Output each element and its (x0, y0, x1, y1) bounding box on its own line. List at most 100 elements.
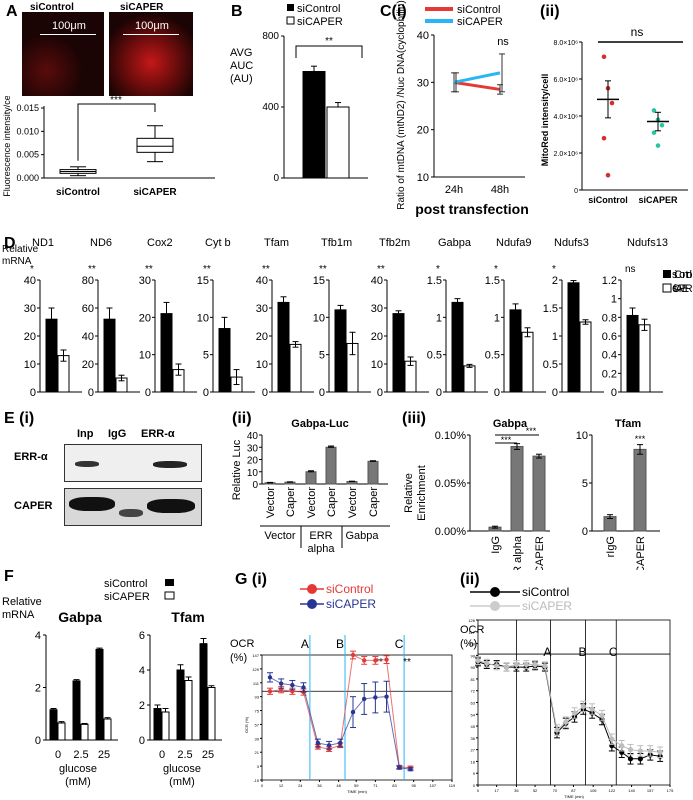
group-label: Gabpa (345, 530, 379, 542)
legend-label-sicaper: siCAPER (672, 283, 693, 295)
y-axis-label: Relative (2, 244, 39, 255)
data-point (659, 122, 665, 128)
y-tick-label: 5 (203, 350, 209, 362)
gene-title: Cyt b (205, 237, 231, 249)
inner-x-label: TIME (min) (347, 789, 367, 794)
y-tick-label: 0.10% (435, 430, 466, 442)
y-tick-label: 20 (139, 312, 151, 324)
y-tick-label: 1 (494, 312, 500, 324)
data-point-siCAPER (290, 682, 295, 688)
x-tick-label: 36 (317, 783, 322, 788)
y-axis-label: Relative Luc (231, 439, 243, 500)
y-tick-label: 10 (24, 359, 36, 371)
data-point-siCAPER (599, 712, 605, 719)
data-point-siCAPER (647, 748, 653, 754)
x-tick-label: 87 (571, 788, 576, 793)
y-tick-label: 0 (377, 387, 383, 399)
y-tick-label: 21 (255, 750, 260, 755)
data-point (609, 100, 615, 106)
panel-eiii-bar-charts: Gabpa 0.00% 0.05% 0.10% Relative Enrichment Ig… (403, 418, 660, 570)
legend-label-sicontrol: siControl (457, 4, 500, 16)
y-tick-label: 93 (255, 695, 260, 700)
series-line-siCAPER (477, 660, 661, 753)
panel-label-gi: G (i) (235, 571, 267, 588)
y-tick-label: 0 (145, 387, 151, 399)
data-point-siCAPER (542, 663, 548, 669)
gene-title: Tfb1m (321, 237, 352, 249)
y-axis-label: mRNA (2, 256, 32, 267)
micrograph-sicontrol (22, 12, 104, 96)
injection-label: C (395, 637, 404, 651)
y-tick-label: 0.05% (435, 478, 466, 490)
data-point-siCAPER (278, 681, 284, 686)
y-tick-label: 0 (494, 387, 500, 399)
y-tick-label: -15 (253, 778, 260, 783)
sig-label: ** (319, 264, 327, 275)
x-tick-label: 48 (336, 783, 341, 788)
y-tick-label: 1.5 (485, 275, 500, 287)
bar-sicaper (638, 324, 651, 393)
y-axis-label: Relative (2, 596, 42, 608)
y-tick-label: 81 (471, 677, 476, 682)
x-tick-label: 83 (392, 783, 397, 788)
y-axis-label: Fluorescence intensity/cell (2, 96, 12, 197)
data-point (605, 172, 611, 178)
bar-sicontrol (509, 309, 522, 393)
bar-sicontrol (626, 314, 639, 393)
scale-label-1: 100μm (52, 20, 86, 32)
y-tick-label: 2 (35, 683, 41, 695)
bar-sicaper (579, 321, 592, 393)
y-tick-label: 30 (247, 443, 259, 454)
data-point-siCAPER (657, 749, 663, 755)
data-point-siCAPER (267, 675, 273, 680)
data-point-siControl (373, 658, 378, 663)
y-tick-label: 20 (82, 359, 94, 371)
y-tick-label: 10 (371, 359, 383, 371)
bar-sicontrol (334, 309, 347, 393)
x-tick-label: 48h (491, 184, 509, 196)
y-tick-label: 40 (24, 275, 36, 287)
y-axis-label: MitoRed intensity/cell (540, 74, 550, 167)
bar-sicaper (57, 722, 66, 741)
y-tick-label: 80 (82, 275, 94, 287)
y-tick-label: 1 (552, 331, 558, 343)
gene-title: Ndufs13 (627, 237, 668, 249)
data-point-siCAPER (554, 727, 560, 733)
bar (305, 471, 317, 485)
gene-title: Tfam (264, 237, 289, 249)
y-tick-label: 111 (253, 681, 260, 686)
legend-label-sicontrol: siControl (326, 582, 373, 596)
data-point-siCAPER (627, 747, 634, 753)
sig-label: ** (262, 264, 270, 275)
y-tick-label: 2.0×10⁶ (554, 151, 579, 158)
sig-label: *** (110, 96, 122, 106)
data-point-siCAPER (301, 685, 306, 690)
bar-sicaper (80, 723, 89, 741)
legend-label-sicaper: siCAPER (297, 16, 343, 28)
y-tick-label: 20 (24, 331, 36, 343)
bar (367, 460, 379, 485)
data-point (601, 54, 607, 60)
y-tick-label: 10 (139, 350, 151, 362)
x-tick-label: 0 (159, 749, 165, 761)
y-tick-label: 63 (471, 701, 476, 706)
panel-label-cii: (ii) (540, 3, 560, 20)
bar-sicaper (463, 365, 476, 393)
y-tick-label: 3 (257, 764, 260, 769)
y-tick-label: 57 (255, 722, 260, 727)
y-tick-label: 0.8 (602, 312, 617, 324)
y-tick-label: 10 (256, 359, 268, 371)
x-tick-label: 140 (628, 788, 635, 793)
data-point-siCAPER (494, 663, 500, 669)
y-tick-label: 1.5 (427, 275, 442, 287)
data-point-siControl (267, 689, 273, 694)
panel-a-boxplot: 0.000 0.005 0.010 0.015 Fluorescence intensi… (2, 96, 215, 198)
y-axis-label: Ratio of mtDNA (mtND2) /Nuc DNA(cyclophi… (396, 0, 407, 210)
injection-label: B (579, 645, 587, 659)
y-tick-label: 4 (35, 630, 41, 642)
y-tick-label: 8.0×10⁶ (554, 40, 579, 47)
x-tick-label: Vector (306, 487, 318, 519)
y-tick-label: 4.0×10⁶ (554, 114, 579, 121)
